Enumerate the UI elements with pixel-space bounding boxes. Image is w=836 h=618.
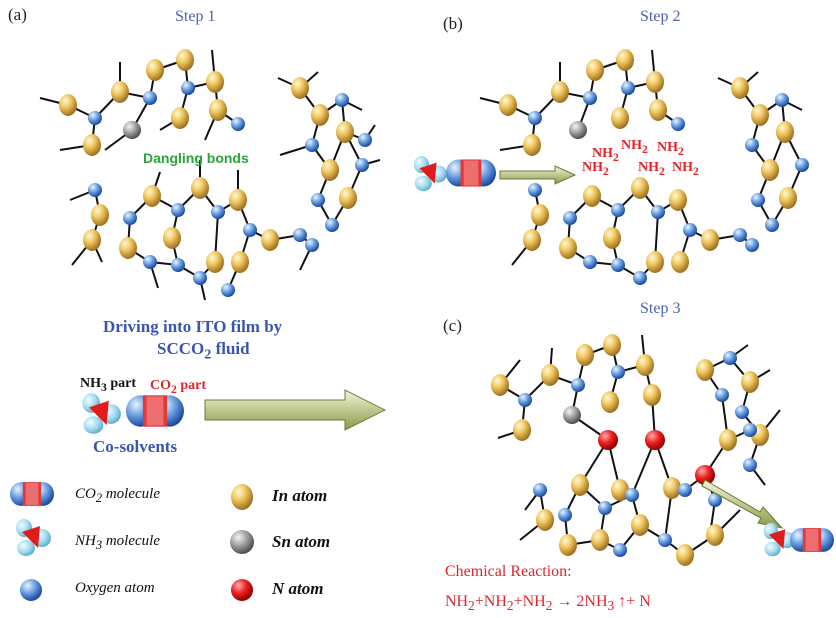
atoms-a <box>59 49 372 297</box>
panel-b-co2-icon <box>446 159 496 187</box>
co-solvents-label: Co-solvents <box>93 437 178 456</box>
panel-c-co2-icon <box>790 528 834 552</box>
nh3-molecule-icon <box>82 393 121 434</box>
panel-label-c: (c) <box>443 316 462 335</box>
nh2-label: NH2 <box>638 160 665 178</box>
legend-n-icon <box>231 579 253 601</box>
step-3-label: Step 3 <box>640 300 681 317</box>
panel-b-arrow <box>499 165 577 185</box>
legend-n-label: N atom <box>272 579 324 598</box>
legend-oxygen-icon <box>20 579 42 601</box>
ito-lattice-c <box>491 334 781 566</box>
co2-molecule-icon <box>126 395 184 427</box>
legend-sn-icon <box>230 530 254 554</box>
nh2-label: NH2 <box>672 160 699 178</box>
nh2-label: NH2 <box>621 138 648 156</box>
legend-in-icon <box>231 484 253 510</box>
legend-oxygen-label: Oxygen atom <box>75 580 155 596</box>
nh2-label: NH2 <box>582 160 609 178</box>
reaction-equation: NH2+NH2+NH2 → 2NH3 ↑+ N <box>445 593 651 614</box>
nh2-label: NH2 <box>657 140 684 158</box>
step-1-label: Step 1 <box>175 8 216 25</box>
panel-label-a: (a) <box>8 5 27 24</box>
legend-co2-icon <box>10 482 54 506</box>
dangling-bonds-label: Dangling bonds <box>143 150 249 166</box>
step-2-label: Step 2 <box>640 8 681 25</box>
panel-label-b: (b) <box>443 14 463 33</box>
driving-line-2: SCCO2 fluid <box>157 339 250 363</box>
legend-nh3-label: NH3 molecule <box>75 533 160 552</box>
legend-nh3-icon <box>16 519 51 556</box>
drive-arrow <box>204 389 387 431</box>
reaction-title: Chemical Reaction: <box>445 563 572 580</box>
driving-line-1: Driving into ITO film by <box>103 317 283 336</box>
legend-in-label: In atom <box>272 486 328 505</box>
nh3-part-label: NH3 part <box>80 376 136 394</box>
legend-co2-label: CO2 molecule <box>75 486 160 505</box>
nh2-label: NH2 <box>592 146 619 164</box>
ito-lattice-b <box>479 49 809 285</box>
co2-part-label: CO2 part <box>150 378 206 396</box>
legend-sn-label: Sn atom <box>272 532 331 551</box>
panel-b-nh3-icon <box>413 155 448 192</box>
